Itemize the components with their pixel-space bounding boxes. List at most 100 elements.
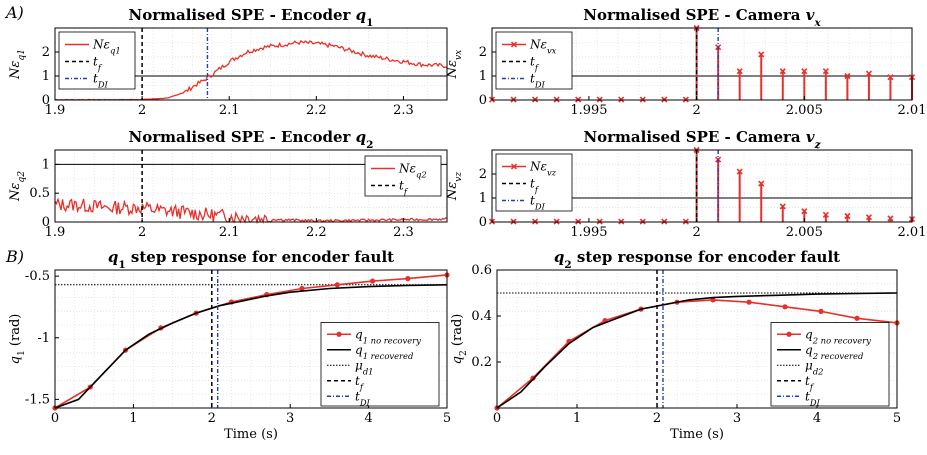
legend-label: tDI [530, 194, 546, 212]
y-tick-label: 0.4 [471, 309, 492, 324]
y-tick-label: -1 [37, 331, 50, 346]
chart-p5: 0 1 2 3 4 5 -1.5 -1 -0.5 q1 step response for enc… [8, 248, 451, 442]
y-axis-label: q1 (rad) [8, 314, 27, 365]
y-axis-label: Nεvz [445, 172, 464, 201]
x-tick-label: 2 [208, 411, 216, 426]
legend-box [495, 31, 573, 90]
legend-label: tf [530, 55, 540, 73]
y-tick-label: 0.2 [471, 355, 492, 370]
series-marker [818, 308, 824, 314]
x-tick-label: 5 [893, 411, 901, 426]
chart-title: q1 step response for encoder fault [108, 248, 394, 271]
series-marker [334, 282, 340, 288]
x-tick-label: 4 [813, 411, 821, 426]
x-tick-label: 2.01 [898, 225, 927, 240]
chart-title: Normalised SPE - Encoder q1 [129, 6, 374, 29]
y-tick-label: 0.5 [29, 186, 50, 201]
legend-label: Nεq2 [398, 162, 427, 180]
axes-frame [496, 269, 898, 409]
chart-p4: 1.995 2 2.005 2.01 0 1 2 Normalised SPE - Camer… [445, 128, 926, 240]
chart-title: q2 step response for encoder fault [554, 248, 840, 271]
series-marker [746, 299, 752, 305]
legend-marker [510, 163, 518, 170]
series-marker [299, 285, 305, 292]
stem-marker [736, 168, 743, 175]
legend-label: q2 no recovery [805, 327, 871, 345]
x-tick-label: 0 [493, 411, 501, 426]
axes-frame [491, 149, 913, 223]
x-tick-label: 3 [733, 411, 741, 426]
axes-frame [491, 27, 913, 101]
axes-frame [54, 149, 448, 223]
series-marker [405, 276, 411, 282]
stem-marker [822, 68, 829, 75]
y-tick-label: 1 [479, 191, 487, 206]
x-tick-label: 4 [364, 411, 372, 426]
x-tick-label: 2 [138, 103, 146, 118]
legend-marker [510, 41, 518, 48]
y-tick-label: 2 [42, 45, 50, 60]
y-tick-label: 0 [42, 215, 50, 230]
stem-marker [801, 208, 808, 215]
y-tick-label: -0.5 [25, 269, 50, 284]
chart-title: Normalised SPE - Camera vz [583, 128, 821, 151]
y-tick-label: 0 [479, 93, 487, 108]
stem-marker [865, 214, 872, 221]
stem-marker [801, 68, 808, 75]
x-tick-label: 1.9 [45, 103, 66, 118]
legend-box [364, 155, 442, 197]
stem-marker [844, 72, 851, 80]
chart-title: Normalised SPE - Camera vx [583, 6, 821, 29]
x-tick-label: 1 [129, 411, 137, 426]
x-tick-label: 2 [692, 225, 700, 240]
series-line [496, 292, 898, 409]
y-tick-label: 1 [42, 69, 50, 84]
chart-p3: 1.9 2 2.1 2.2 2.3 0 0.5 1 Normalised SPE - Encod… [8, 128, 448, 240]
legend-box [58, 31, 136, 90]
series-marker [710, 297, 716, 303]
legend-marker [336, 331, 342, 337]
legend-label: tf [530, 177, 540, 195]
y-axis-label: Nεq1 [8, 49, 27, 80]
series-marker [854, 315, 860, 321]
series-line [54, 284, 448, 409]
y-axis-label: q2 (rad) [450, 314, 469, 365]
x-tick-label: 2.3 [393, 103, 414, 118]
panel-label-b: B) [5, 247, 24, 266]
chart-p1: 1.9 2 2.1 2.2 2.3 0 1 2 Normalised SPE - Encoder… [8, 6, 448, 118]
legend-box [770, 322, 890, 407]
legend-label: μd2 [805, 358, 824, 376]
legend-box [495, 153, 573, 212]
legend-box [320, 322, 440, 407]
chart-p2: 1.995 2 2.005 2.01 0 1 2 Normalised SPE - Camer… [445, 6, 926, 118]
x-tick-label: 3 [286, 411, 294, 426]
legend-label: q1 recovered [355, 343, 414, 361]
series-marker [782, 304, 788, 310]
legend-marker [786, 331, 792, 337]
y-axis-label: Nεq2 [8, 171, 27, 202]
x-tick-label: 2.2 [306, 225, 327, 240]
legend-label: tDI [355, 389, 371, 407]
axes-frame [54, 27, 448, 101]
series-marker [369, 278, 376, 284]
legend-label: q1 no recovery [355, 327, 421, 345]
series-line [496, 299, 898, 409]
legend-label: μd1 [355, 358, 374, 376]
stem-marker [779, 203, 786, 210]
y-tick-label: 0 [42, 93, 50, 108]
legend-label: tf [93, 55, 103, 73]
y-axis-label: Nεvx [445, 50, 464, 80]
legend-label: tf [805, 374, 815, 392]
panel-label-a: A) [4, 3, 24, 22]
stem-marker [758, 180, 765, 187]
y-tick-label: 2 [479, 45, 487, 60]
y-tick-label: 0.6 [471, 263, 492, 278]
y-tick-label: -1.5 [25, 392, 50, 407]
legend-label: Nεvz [529, 160, 557, 178]
x-tick-label: 1.995 [570, 103, 607, 118]
